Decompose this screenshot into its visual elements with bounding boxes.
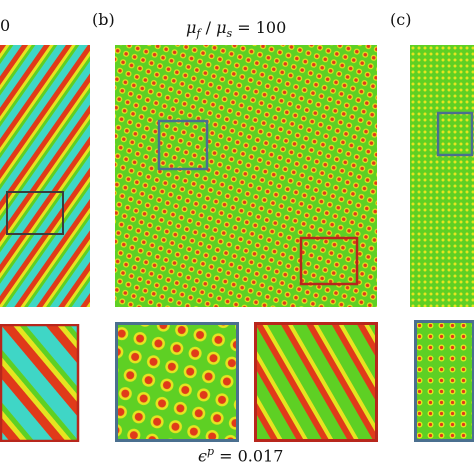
panel-c-label: (c) — [390, 10, 412, 29]
sub-f: f — [196, 27, 201, 41]
panel-c-main-field — [410, 45, 474, 307]
equals-100: = 100 — [237, 18, 287, 37]
panel-a-main-field — [0, 45, 90, 307]
mu-f: μ — [186, 18, 197, 37]
panel-b-inset-blue — [115, 322, 239, 442]
panel-c-zoom-box — [436, 111, 474, 157]
slash: / — [205, 18, 211, 37]
mu-s: μ — [216, 18, 227, 37]
panel-c-inset — [414, 320, 474, 442]
panel-a-title-fragment: 0 — [0, 16, 11, 35]
panel-b-zoom-box-red — [299, 236, 359, 286]
panel-a-zoom-box — [6, 191, 64, 235]
panel-b-zoom-box-blue — [157, 119, 209, 171]
epsilon-superscript: p — [206, 445, 215, 458]
strain-caption: ϵp = 0.017 — [198, 446, 283, 464]
epsilon-symbol: ϵ — [198, 446, 207, 466]
panel-b-title: μf / μs = 100 — [186, 18, 287, 41]
panel-b-inset-red — [254, 322, 378, 442]
panel-a-inset — [0, 324, 80, 442]
strain-value: = 0.017 — [219, 446, 284, 466]
sub-s: s — [226, 27, 233, 41]
panel-b-main-field — [115, 45, 377, 307]
panel-b-label: (b) — [92, 10, 115, 29]
